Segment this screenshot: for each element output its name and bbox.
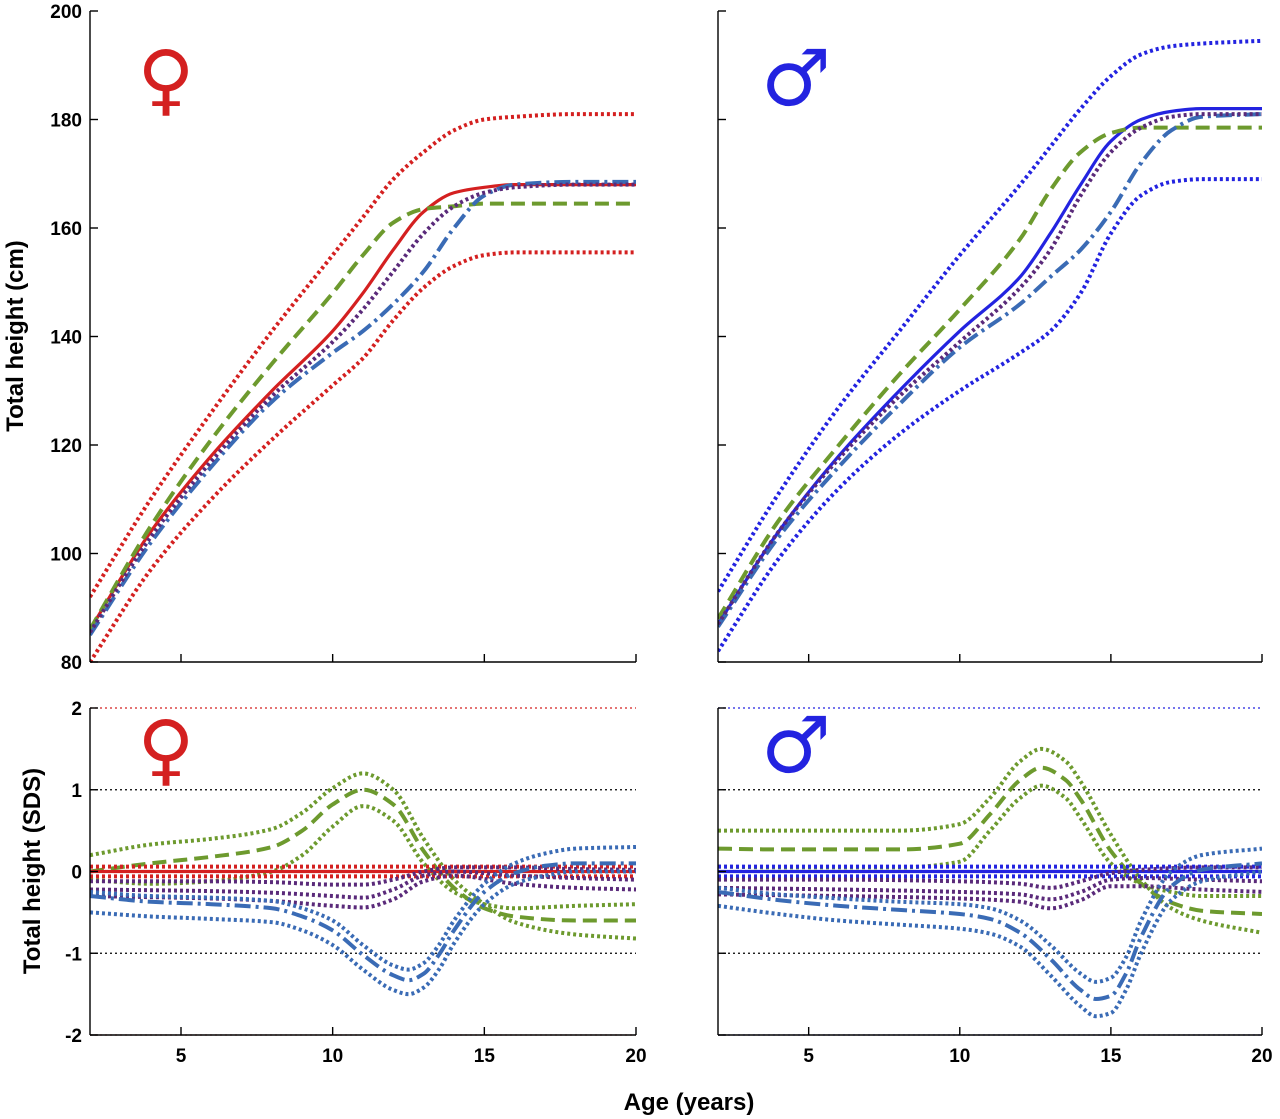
series-late-puberty xyxy=(718,861,1262,1002)
y-tick-label: 2 xyxy=(71,699,82,720)
series-reference xyxy=(718,107,1262,625)
series-intermediate-2 xyxy=(718,876,1262,902)
x-tick-label: 5 xyxy=(803,1046,814,1067)
series-early-puberty-upper xyxy=(90,771,636,941)
series-early-puberty xyxy=(90,201,636,631)
series-early-puberty-upper xyxy=(718,746,1262,935)
y-tick-label: 80 xyxy=(61,653,82,674)
series-early-puberty-lower xyxy=(90,804,636,911)
male-symbol-icon: ♂ xyxy=(761,34,831,124)
series-upper-limit xyxy=(718,38,1262,593)
series-late-puberty-upper xyxy=(90,844,636,972)
y-tick-label: 0 xyxy=(71,863,82,884)
x-tick-label: 15 xyxy=(474,1046,496,1067)
panel-female-height: 80 100 120 140 160 180 200 Total height (cm) ♀ xyxy=(2,2,637,674)
series-intermediate-1 xyxy=(718,865,1262,890)
series-intermediate-2 xyxy=(90,869,636,900)
series-intermediate xyxy=(718,112,1262,626)
male-symbol-icon: ♂ xyxy=(761,701,831,791)
series-intermediate-3 xyxy=(90,873,636,910)
series-late-puberty xyxy=(90,179,636,636)
y-tick-label: 140 xyxy=(50,328,82,349)
series-upper-limit xyxy=(90,112,636,598)
series-reference xyxy=(90,182,636,631)
y-tick-label: 120 xyxy=(50,436,82,457)
series-late-puberty-lower xyxy=(90,869,636,997)
y-axis-title: Total height (SDS) xyxy=(19,768,46,974)
series-early-puberty xyxy=(90,787,636,923)
female-symbol-icon: ♀ xyxy=(137,35,194,125)
y-tick-label: -2 xyxy=(65,1026,82,1047)
series-late-puberty-upper xyxy=(718,846,1262,984)
series-intermediate-3 xyxy=(718,884,1262,911)
series-intermediate xyxy=(90,182,636,634)
x-tick-label: 20 xyxy=(625,1046,646,1067)
series-early-puberty xyxy=(718,125,1262,620)
y-tick-label: 1 xyxy=(71,781,82,802)
panel-male-height: ♂ xyxy=(717,10,1263,663)
series-late-puberty xyxy=(718,112,1262,628)
female-symbol-icon: ♀ xyxy=(137,705,194,795)
y-tick-label: 160 xyxy=(50,219,82,240)
y-tick-label: 100 xyxy=(50,545,82,566)
series-late-puberty xyxy=(90,861,636,983)
panel-female-sds: -2 -1 0 1 2 5 10 15 20 Total height (SDS) ♀ xyxy=(19,699,647,1067)
x-tick-label: 5 xyxy=(176,1046,187,1067)
y-tick-label: 180 xyxy=(50,111,82,132)
series-lower-limit xyxy=(718,177,1262,653)
series-late-puberty-lower xyxy=(718,869,1262,1019)
x-tick-label: 20 xyxy=(1251,1046,1272,1067)
y-tick-label: 200 xyxy=(50,2,82,23)
x-axis-title: Age (years) xyxy=(624,1089,755,1116)
y-axis-title: Total height (cm) xyxy=(2,240,29,432)
series-lower-limit xyxy=(90,250,636,664)
panel-male-sds: 5 10 15 20 ♂ xyxy=(717,701,1273,1067)
y-tick-label: -1 xyxy=(65,944,82,965)
x-tick-label: 15 xyxy=(1100,1046,1122,1067)
x-tick-label: 10 xyxy=(949,1046,970,1067)
x-tick-label: 10 xyxy=(322,1046,343,1067)
